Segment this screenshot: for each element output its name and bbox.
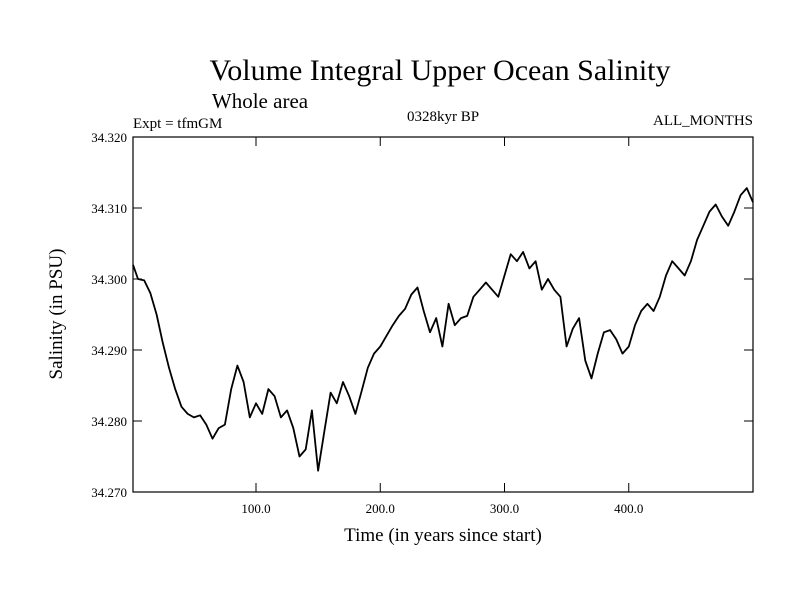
y-tick-label: 34.280 (91, 414, 127, 429)
chart-title: Volume Integral Upper Ocean Salinity (210, 54, 671, 87)
months-label: ALL_MONTHS (653, 113, 753, 129)
x-tick-label: 400.0 (614, 501, 643, 516)
x-axis: 100.0 200.0 300.0 400.0 (241, 137, 643, 516)
x-tick-label: 200.0 (366, 501, 395, 516)
y-tick-label: 34.270 (91, 485, 127, 500)
x-tick-label: 100.0 (241, 501, 270, 516)
x-axis-label: Time (in years since start) (344, 525, 542, 546)
experiment-label: Expt = tfmGM (133, 116, 222, 132)
chart-subtitle: Whole area (212, 89, 309, 113)
period-label: 0328kyr BP (407, 109, 479, 125)
y-axis: 34.270 34.280 34.290 34.300 34.310 34.320 (91, 130, 753, 500)
series-line (132, 187, 754, 472)
plot-frame (132, 136, 754, 493)
y-axis-label: Salinity (in PSU) (46, 249, 67, 380)
y-tick-label: 34.310 (91, 201, 127, 216)
y-tick-label: 34.290 (91, 343, 127, 358)
x-tick-label: 300.0 (490, 501, 519, 516)
y-tick-label: 34.300 (91, 272, 127, 287)
y-tick-label: 34.320 (91, 130, 127, 145)
